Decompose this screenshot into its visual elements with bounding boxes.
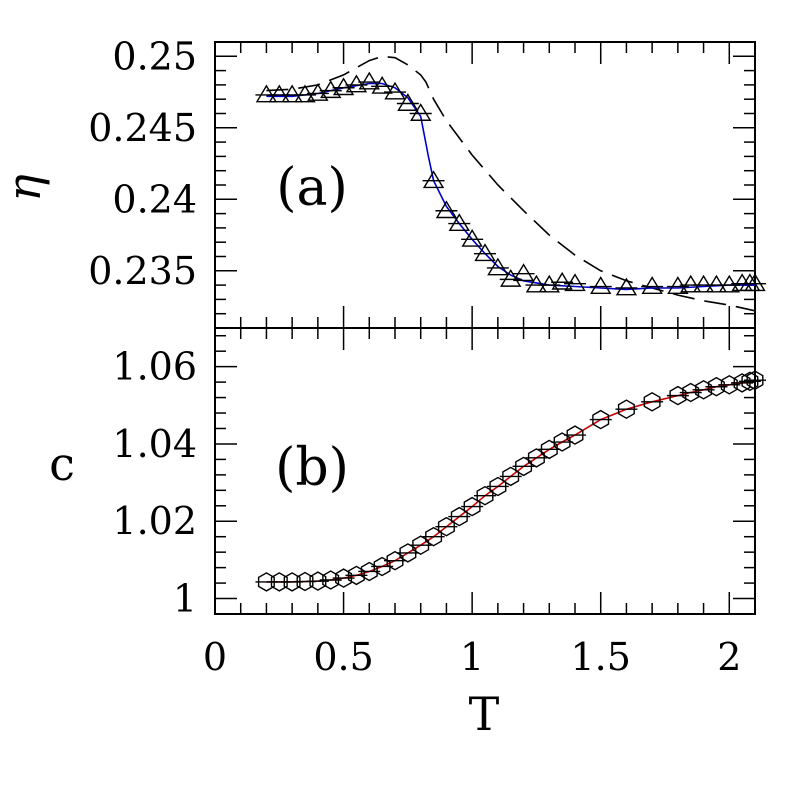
triangle-marker <box>705 274 728 293</box>
x-tick-label: 2 <box>717 635 741 679</box>
hexagon-marker <box>741 371 759 392</box>
x-tick-label: 1 <box>460 635 484 679</box>
triangle-marker <box>410 103 432 121</box>
hexagon-marker <box>553 432 571 452</box>
x-tick-label: 0.5 <box>313 635 373 679</box>
triangle-marker <box>525 274 548 293</box>
hexagon-marker <box>399 543 417 563</box>
panel-label-b: (b) <box>275 438 349 498</box>
y-axis-title-a: η <box>0 174 51 202</box>
hexagon-marker <box>476 485 494 506</box>
triangle-marker <box>281 84 303 103</box>
hexagon-marker <box>296 571 314 592</box>
hexagon-marker <box>617 399 635 420</box>
triangle-marker <box>358 71 380 90</box>
hexagon-marker <box>335 568 353 588</box>
hexagon-marker <box>682 382 700 403</box>
triangle-marker <box>332 77 355 96</box>
hexagon-marker <box>412 535 430 556</box>
triangle-marker <box>474 243 496 262</box>
y-tick-label: 1 <box>173 577 197 621</box>
x-axis-labels: 0 0.5 1 1.5 2 <box>203 635 741 679</box>
y-tick-label: 0.235 <box>88 249 197 293</box>
triangle-marker <box>551 271 573 290</box>
triangle-marker <box>564 273 586 292</box>
y-tick-label: 1.04 <box>112 422 197 466</box>
plot-frame <box>214 327 756 615</box>
triangle-marker <box>680 274 702 293</box>
hexagon-marker <box>283 572 301 592</box>
x-axis-title: T <box>469 687 500 741</box>
triangle-marker <box>487 257 509 276</box>
triangle-marker <box>255 84 278 103</box>
panel-label-a: (a) <box>276 158 348 218</box>
hexagon-marker <box>322 570 340 590</box>
triangle-marker <box>615 277 638 296</box>
hexagon-marker <box>309 571 327 591</box>
hexagon-marker <box>566 425 584 445</box>
x-tick-label: 0 <box>203 635 227 679</box>
y-tick-label: 0.245 <box>88 106 197 150</box>
triangle-marker <box>641 276 663 294</box>
hexagon-marker <box>733 373 751 393</box>
y-tick-label: 1.06 <box>112 345 197 389</box>
triangle-marker <box>307 83 329 101</box>
triangle-marker <box>320 80 342 99</box>
panel-b: 1 1.02 1.04 1.06 <box>112 327 766 621</box>
hexagon-marker <box>540 439 558 460</box>
hexagon-marker <box>720 374 738 395</box>
triangle-marker <box>448 213 470 232</box>
triangle-marker <box>692 274 715 293</box>
hexagon-marker <box>257 572 275 592</box>
y-tick-label: 0.25 <box>112 34 197 78</box>
triangle-marker <box>461 228 483 247</box>
hexagon-marker <box>515 456 533 477</box>
triangle-marker <box>345 74 368 93</box>
triangle-marker <box>435 200 458 219</box>
triangle-marker <box>268 84 290 103</box>
hexagon-marker <box>386 550 404 571</box>
triangle-marker <box>512 263 535 282</box>
hexagon-marker <box>373 556 391 577</box>
y-axis-title-b: c <box>49 437 75 491</box>
y-tick-label: 0.24 <box>112 177 197 221</box>
triangle-marker <box>384 81 406 100</box>
y-tick-label: 1.02 <box>112 499 197 543</box>
triangle-marker <box>538 274 560 293</box>
hexagon-marker <box>270 572 288 592</box>
x-tick-label: 1.5 <box>570 635 630 679</box>
hexagon-marker <box>695 379 713 400</box>
hexagon-marker <box>592 409 610 430</box>
triangle-marker <box>590 276 612 294</box>
hexagon-marker <box>669 385 687 406</box>
hexagon-marker <box>707 376 725 397</box>
triangle-marker <box>397 93 419 111</box>
panel-a: 0.235 0.24 0.245 0.25 <box>88 34 766 329</box>
triangle-marker <box>371 75 393 94</box>
hexagon-marker <box>527 448 545 468</box>
hexagon-marker <box>746 370 764 391</box>
triangle-marker <box>422 170 445 189</box>
triangle-marker <box>744 273 766 292</box>
hexagon-marker <box>643 391 661 412</box>
